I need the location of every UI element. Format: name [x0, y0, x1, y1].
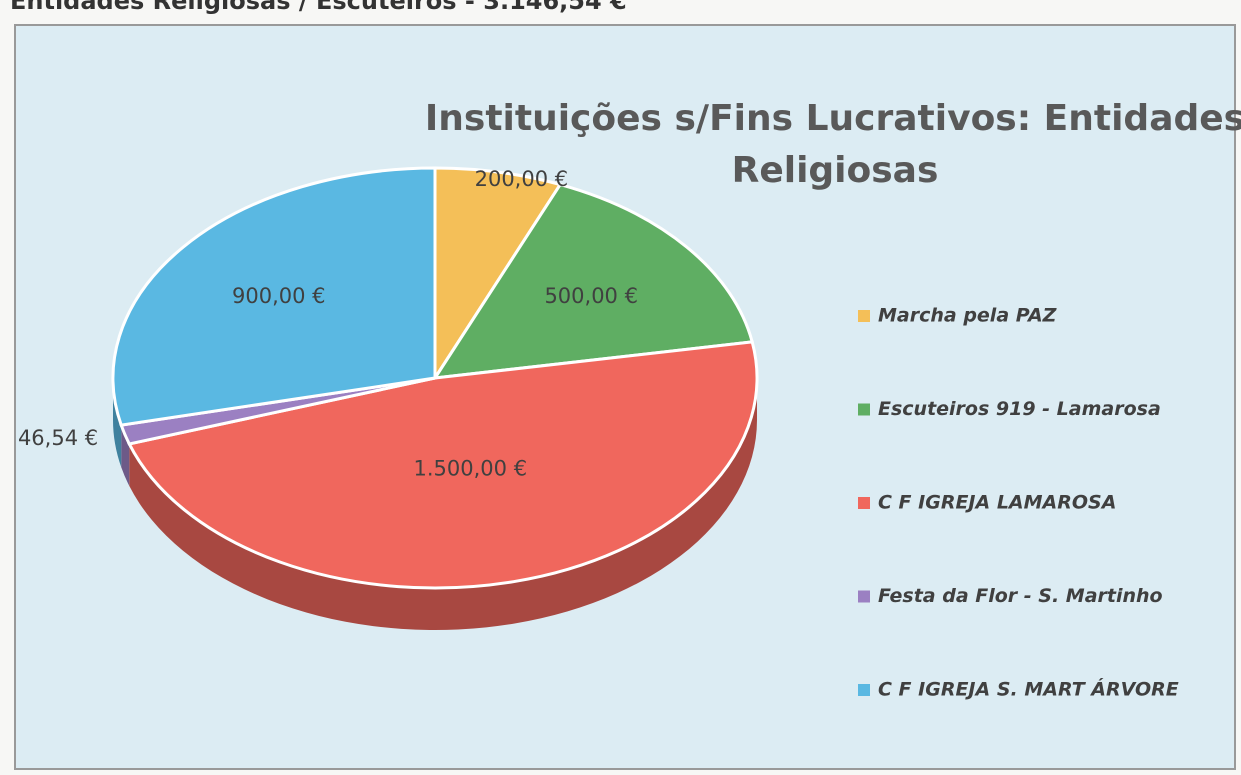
pie-slice [432, 182, 755, 380]
legend-label: C F IGREJA LAMAROSA [878, 492, 1116, 514]
data-label: 900,00 € [232, 284, 326, 308]
pie-side [129, 378, 757, 630]
legend-label: Escuteiros 919 - Lamarosa [878, 398, 1161, 420]
heading: Entidades Religiosas / Escuteiros - 3.14… [10, 0, 627, 15]
legend-label: Marcha pela PAZ [878, 305, 1058, 327]
legend-swatch [858, 310, 870, 322]
data-label: 46,54 € [18, 426, 98, 450]
pie-side [113, 378, 122, 468]
legend-label: Festa da Flor - S. Martinho [878, 585, 1163, 607]
data-label: 1.500,00 € [414, 457, 528, 481]
data-label: 200,00 € [475, 167, 569, 191]
pie-slice [127, 340, 759, 590]
chart-title: Instituições s/Fins Lucrativos: Entidade… [425, 98, 1241, 191]
pie-slice [433, 166, 563, 384]
legend-swatch [858, 684, 870, 696]
pie-slice [111, 166, 437, 427]
legend-label: C F IGREJA S. MART ÁRVORE [878, 678, 1179, 701]
legend-swatch [858, 590, 870, 603]
data-label: 500,00 € [544, 284, 638, 308]
legend-swatch [858, 403, 870, 416]
legend-swatch [858, 497, 870, 509]
